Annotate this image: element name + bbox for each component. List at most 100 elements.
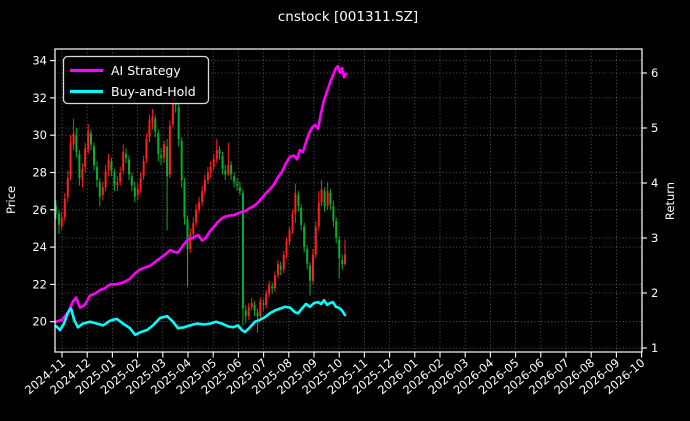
candle	[236, 178, 239, 192]
candle	[84, 142, 87, 173]
candle	[206, 166, 209, 184]
candle-body	[101, 187, 104, 195]
candle	[271, 282, 274, 294]
candle	[201, 185, 204, 207]
candle	[72, 118, 75, 151]
buy-and-hold-line	[54, 298, 347, 337]
candle-body	[317, 202, 320, 227]
candle-body	[311, 254, 314, 281]
ai-strategy-line	[54, 64, 348, 324]
candle	[326, 181, 329, 210]
candle-body	[227, 165, 230, 175]
candle	[323, 187, 326, 212]
candle	[218, 146, 221, 160]
candle	[163, 140, 166, 164]
candle-body	[271, 286, 274, 289]
candle	[69, 135, 72, 180]
candle	[128, 155, 131, 180]
candle	[96, 161, 99, 188]
candle	[215, 138, 218, 164]
candle-body	[236, 183, 239, 186]
candle-body	[195, 209, 198, 223]
y-tick-label-right: 6	[651, 66, 658, 80]
candle-body	[166, 146, 169, 177]
candle	[230, 161, 233, 180]
candle-body	[54, 206, 57, 214]
y-tick-label-right: 5	[651, 121, 658, 135]
candle	[198, 196, 201, 214]
candle-body	[192, 222, 195, 235]
candle-body	[177, 107, 180, 139]
candle	[332, 200, 335, 227]
candle	[306, 245, 309, 270]
y-tick-label-left: 24	[32, 240, 47, 254]
candle	[238, 181, 241, 195]
candle-body	[84, 148, 87, 167]
candle-body	[78, 153, 81, 179]
candle	[291, 209, 294, 235]
candle	[148, 114, 151, 143]
candle	[119, 166, 122, 186]
candle-body	[186, 219, 189, 249]
y-tick-label-left: 26	[32, 203, 47, 217]
candle	[276, 260, 279, 279]
candle	[300, 204, 303, 231]
candle-body	[157, 133, 160, 154]
candle-body	[203, 179, 206, 192]
candle	[294, 183, 297, 223]
candle	[54, 200, 57, 220]
candle-body	[116, 181, 119, 186]
candle-body	[60, 217, 63, 227]
candle	[311, 248, 314, 285]
candle-body	[341, 260, 344, 264]
candle	[265, 289, 268, 309]
candle-body	[130, 176, 133, 186]
candle-body	[247, 306, 250, 317]
candle	[338, 235, 341, 279]
candle-body	[81, 168, 84, 180]
candle	[233, 172, 236, 188]
candle-body	[256, 312, 259, 317]
candle-body	[160, 155, 163, 158]
candle-body	[244, 310, 247, 317]
candle-body	[198, 202, 201, 210]
candle	[221, 151, 224, 175]
candle	[142, 155, 145, 180]
candle-body	[335, 220, 338, 238]
candle-body	[306, 248, 309, 264]
plot-border	[54, 48, 643, 353]
candle	[145, 133, 148, 164]
candle-body	[136, 189, 139, 195]
candle	[241, 189, 244, 326]
candle-body	[110, 161, 113, 171]
ticks-layer	[50, 60, 647, 358]
y-tick-label-right: 1	[651, 341, 658, 355]
candle-body	[250, 303, 253, 307]
candle	[282, 250, 285, 274]
candle	[177, 103, 180, 147]
candle-body	[72, 133, 75, 145]
candle	[335, 217, 338, 244]
candle-body	[113, 172, 116, 186]
candle-body	[180, 140, 183, 180]
candle	[341, 254, 344, 270]
candle-body	[300, 207, 303, 225]
candle-body	[89, 133, 92, 145]
y-tick-label-left: 20	[32, 315, 47, 329]
candle-body	[201, 191, 204, 203]
candle-body	[288, 230, 291, 242]
candle-body	[125, 153, 128, 158]
candle	[136, 183, 139, 201]
candle-body	[282, 254, 285, 270]
y-tick-label-right: 3	[651, 231, 658, 245]
candle	[308, 262, 311, 296]
legend-label: Buy-and-Hold	[111, 84, 196, 99]
series-layer	[54, 64, 348, 337]
candle	[157, 129, 160, 162]
candle	[81, 163, 84, 188]
candle-body	[133, 187, 136, 197]
candle-body	[253, 304, 256, 311]
y-tick-label-right: 4	[651, 176, 658, 190]
candle-body	[122, 151, 125, 171]
candle-body	[63, 198, 66, 218]
